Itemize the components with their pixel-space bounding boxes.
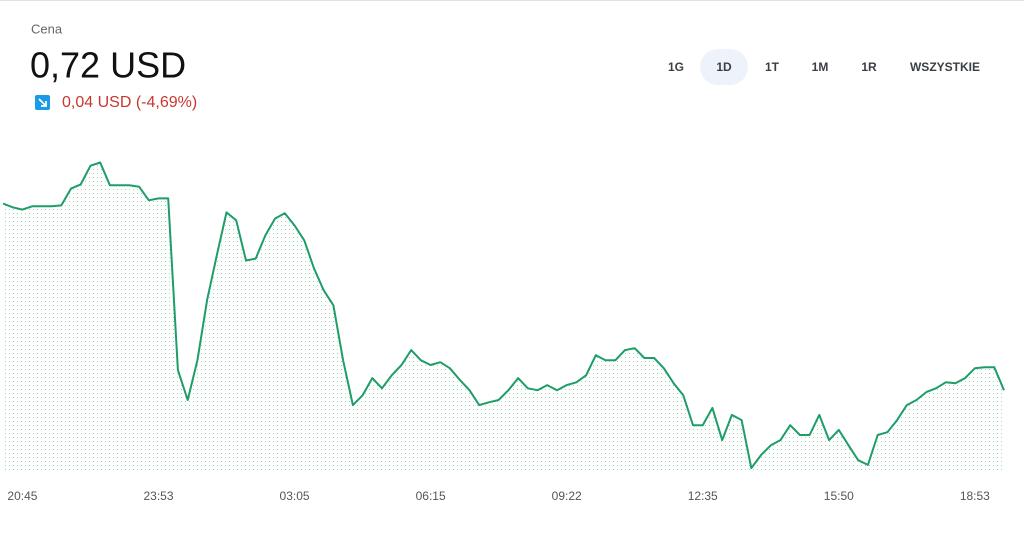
range-tab-selected: [700, 49, 748, 85]
range-tab-label: 1R: [861, 60, 877, 74]
range-tab[interactable]: 1D: [700, 49, 748, 85]
x-tick-label: 20:45: [7, 489, 37, 503]
price-change: 0,04 USD (-4,69%): [62, 94, 197, 111]
x-tick-label: 12:35: [688, 489, 718, 503]
range-tab[interactable]: 1T: [765, 60, 780, 74]
x-tick-label: 09:22: [552, 489, 582, 503]
price-label: Cena: [31, 21, 63, 36]
x-tick-label: 15:50: [824, 489, 854, 503]
range-tab[interactable]: 1G: [668, 60, 684, 74]
range-tab-label: WSZYSTKIE: [910, 60, 980, 74]
x-tick-label: 06:15: [416, 489, 446, 503]
x-tick-label: 18:53: [960, 489, 990, 503]
price-line: [2, 161, 1005, 470]
down-icon: [35, 95, 50, 110]
range-tab[interactable]: WSZYSTKIE: [910, 60, 980, 74]
x-tick-label: 23:53: [143, 489, 173, 503]
range-tab[interactable]: 1R: [861, 60, 877, 74]
x-tick-label: 03:05: [280, 489, 310, 503]
range-tab-label: 1M: [812, 60, 829, 74]
price: 0,72 USD: [30, 45, 186, 86]
price-area: [3, 162, 1004, 470]
range-tab[interactable]: 1M: [812, 60, 829, 74]
range-tab-label: 1D: [716, 60, 732, 74]
range-tab-label: 1G: [668, 60, 684, 74]
range-tab-label: 1T: [765, 60, 780, 74]
